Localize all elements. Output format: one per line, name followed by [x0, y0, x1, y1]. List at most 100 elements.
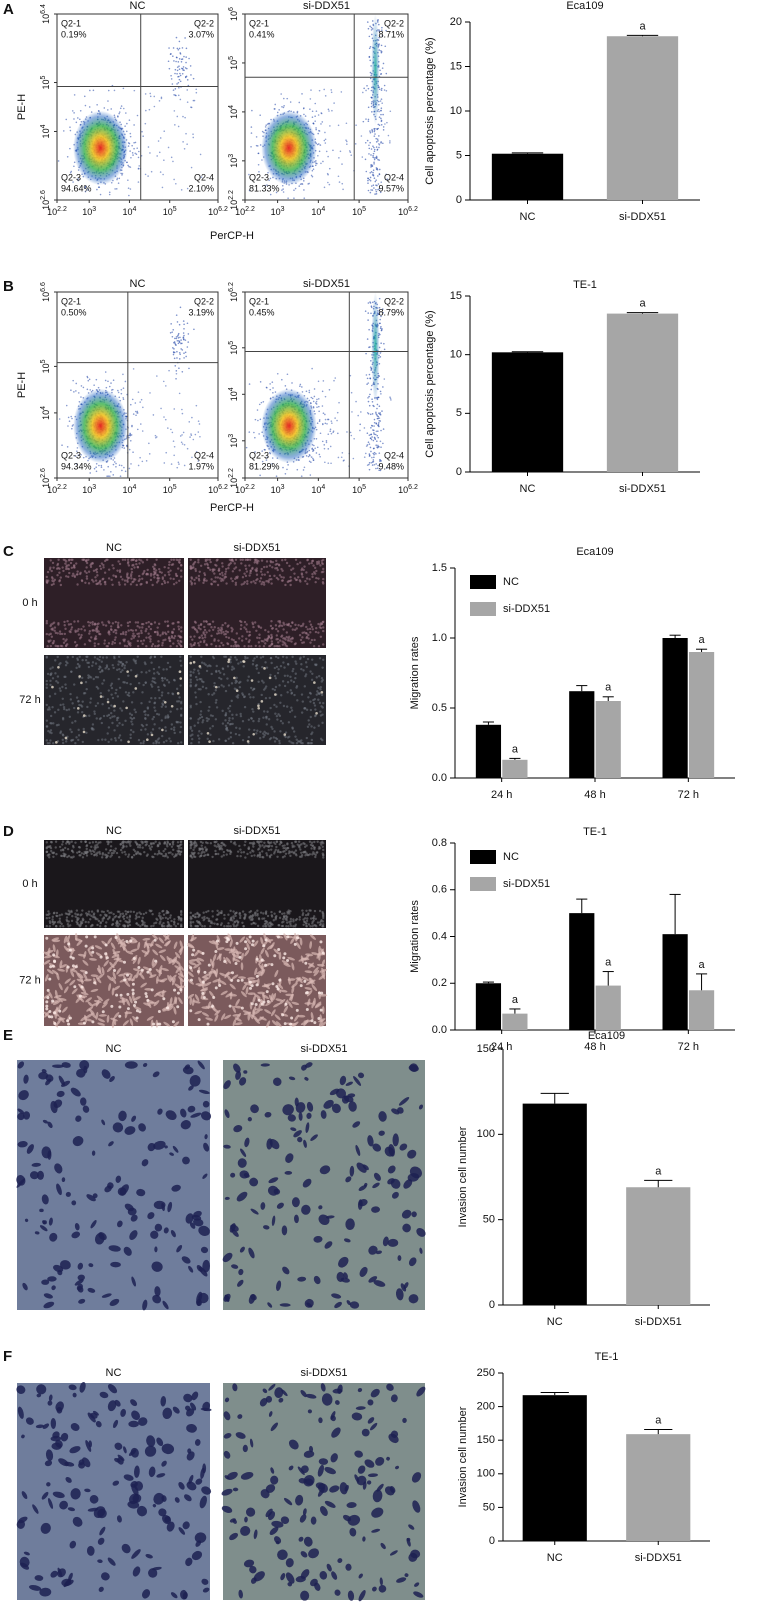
cell [322, 643, 324, 645]
tick-base: 10 [229, 345, 239, 355]
event-dot [277, 373, 279, 375]
event-dot [303, 114, 305, 116]
event-dot [373, 184, 375, 186]
y-tick-label: 104 [40, 124, 52, 138]
event-dot [290, 101, 292, 103]
event-dot [129, 449, 131, 451]
event-dot [383, 428, 385, 430]
event-dot [123, 447, 125, 449]
cell [162, 576, 164, 578]
event-dot [371, 171, 373, 173]
quadrant-percent: 94.34% [61, 461, 92, 471]
cell [56, 574, 58, 576]
cell [147, 714, 149, 716]
cell [88, 624, 90, 626]
event-dot [370, 360, 372, 362]
event-dot [365, 453, 367, 455]
cell [261, 559, 263, 561]
quadrant-percent: 0.45% [249, 307, 275, 317]
cell [138, 682, 140, 684]
event-dot [367, 319, 369, 321]
event-dot [261, 159, 263, 161]
tick-base: 10 [271, 207, 281, 217]
event-dot [73, 165, 75, 167]
cell [85, 560, 87, 562]
event-dot [369, 26, 371, 28]
cell [224, 573, 226, 575]
event-dot [331, 110, 333, 112]
cell [61, 566, 63, 568]
event-dot [351, 411, 353, 413]
event-dot [125, 470, 127, 472]
cell [315, 631, 317, 633]
event-dot [184, 444, 186, 446]
event-dot [183, 352, 185, 354]
event-dot [261, 402, 263, 404]
cell [234, 562, 236, 564]
event-dot [323, 412, 325, 414]
event-dot [176, 83, 178, 85]
quadrant-percent: 3.19% [188, 307, 214, 317]
event-dot [374, 177, 376, 179]
cell [197, 559, 199, 561]
quadrant-name: Q2-4 [384, 450, 404, 460]
cell [122, 631, 124, 633]
cell [140, 630, 142, 632]
event-dot [329, 389, 331, 391]
event-dot [183, 339, 185, 341]
cell [151, 645, 153, 647]
cell [315, 570, 317, 572]
event-dot [376, 129, 378, 131]
event-dot [259, 475, 261, 477]
event-dot [70, 130, 72, 132]
cell [220, 642, 222, 644]
cell [130, 577, 132, 579]
cell [94, 645, 96, 647]
event-dot [367, 382, 369, 384]
event-dot [293, 197, 295, 199]
cell [84, 582, 86, 584]
cell [318, 562, 320, 564]
event-dot [95, 466, 97, 468]
event-dot [70, 416, 72, 418]
event-dot [374, 159, 376, 161]
event-dot [311, 397, 313, 399]
cell [193, 626, 195, 628]
event-dot [129, 468, 131, 470]
event-dot [181, 68, 183, 70]
y-tick-label: 102.6 [40, 468, 52, 488]
cell [124, 645, 126, 647]
event-dot [189, 436, 191, 438]
cell [101, 578, 103, 580]
cell [214, 564, 216, 566]
cell [157, 632, 159, 634]
cell [150, 628, 152, 630]
cell [115, 632, 117, 634]
event-dot [138, 181, 140, 183]
event-dot [373, 454, 375, 456]
event-dot [130, 133, 132, 135]
event-dot [84, 96, 86, 98]
event-dot [383, 129, 385, 131]
event-dot [324, 132, 326, 134]
event-dot [133, 142, 135, 144]
event-dot [168, 47, 170, 49]
event-dot [366, 85, 368, 87]
plot-title: si-DDX51 [303, 0, 350, 12]
event-dot [381, 410, 383, 412]
cell [180, 701, 182, 703]
event-dot [381, 45, 383, 47]
event-dot [183, 432, 185, 434]
event-dot [371, 433, 373, 435]
event-dot [326, 151, 328, 153]
event-dot [310, 98, 312, 100]
cell [117, 624, 119, 626]
event-dot [118, 113, 120, 115]
event-dot [342, 189, 344, 191]
event-dot [369, 462, 371, 464]
cell [94, 623, 96, 625]
event-dot [374, 149, 376, 151]
event-dot [174, 73, 176, 75]
cell [149, 640, 151, 642]
